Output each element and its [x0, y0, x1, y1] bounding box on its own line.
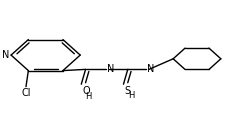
- Text: N: N: [2, 50, 9, 60]
- Text: N: N: [147, 64, 154, 74]
- Text: O: O: [82, 86, 90, 96]
- Text: S: S: [125, 86, 131, 96]
- Text: H: H: [85, 92, 91, 101]
- Text: Cl: Cl: [21, 88, 31, 98]
- Text: H: H: [128, 91, 134, 100]
- Text: N: N: [107, 64, 114, 74]
